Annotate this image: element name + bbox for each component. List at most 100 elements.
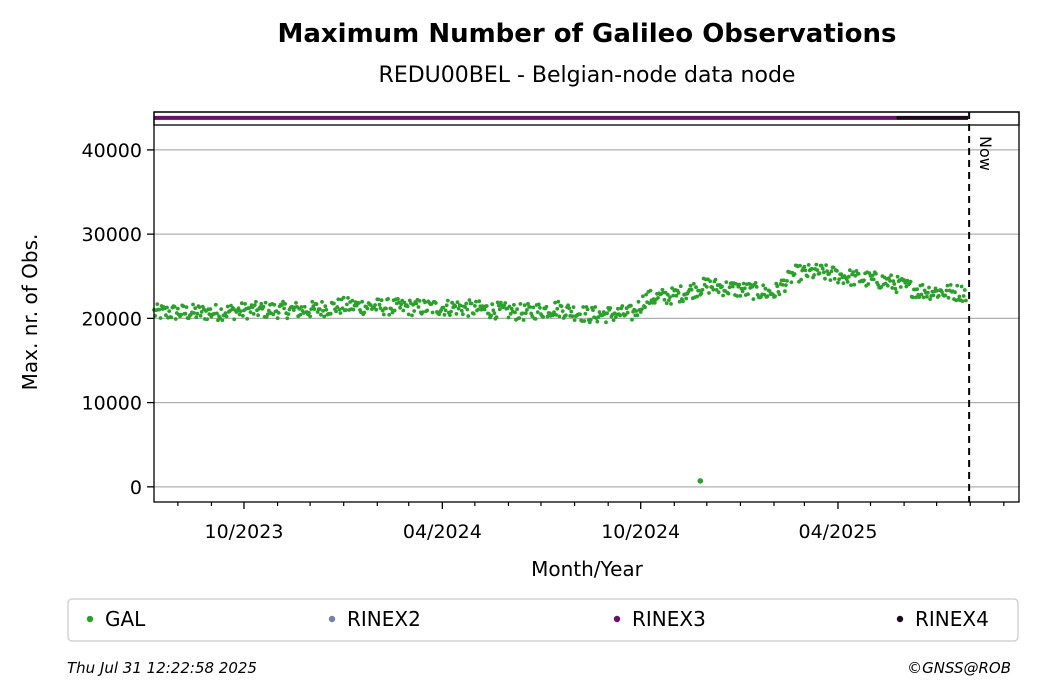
gal-point bbox=[625, 310, 630, 315]
gal-point bbox=[889, 273, 893, 278]
gal-point bbox=[817, 271, 822, 276]
gal-point bbox=[254, 299, 258, 304]
x-tick-label: 04/2025 bbox=[799, 521, 878, 543]
gal-point bbox=[931, 293, 936, 298]
gal-point bbox=[350, 298, 355, 303]
y-tick-label: 30000 bbox=[82, 224, 142, 246]
gal-point bbox=[581, 305, 586, 309]
gal-point bbox=[506, 315, 511, 320]
gal-point bbox=[852, 282, 857, 287]
gal-point bbox=[194, 315, 199, 319]
gal-point bbox=[286, 312, 291, 316]
gal-point bbox=[828, 278, 833, 282]
gal-point bbox=[420, 310, 425, 314]
gal-point bbox=[337, 307, 342, 312]
gal-point bbox=[648, 288, 653, 293]
x-tick-label: 04/2024 bbox=[403, 521, 482, 543]
gal-point bbox=[220, 318, 225, 323]
gal-point bbox=[823, 276, 827, 281]
gal-point bbox=[694, 285, 698, 290]
gal-point bbox=[711, 287, 716, 292]
x-axis-label: Month/Year bbox=[531, 557, 644, 581]
gal-point bbox=[820, 266, 825, 271]
gal-point bbox=[319, 312, 323, 317]
gal-point bbox=[846, 274, 851, 279]
gal-point bbox=[583, 311, 588, 316]
gal-point bbox=[643, 305, 647, 310]
gal-point bbox=[554, 313, 558, 317]
gal-point bbox=[521, 318, 526, 322]
gal-point bbox=[961, 294, 966, 298]
gal-point bbox=[551, 313, 555, 318]
y-tick-label: 40000 bbox=[82, 140, 142, 162]
gal-point bbox=[618, 313, 622, 318]
gal-point bbox=[734, 282, 738, 286]
gal-point bbox=[476, 307, 480, 312]
gal-point bbox=[205, 317, 210, 322]
gal-point bbox=[396, 297, 400, 301]
gal-point bbox=[962, 288, 967, 292]
gal-point bbox=[827, 271, 832, 276]
gal-point bbox=[890, 286, 895, 290]
gal-point bbox=[556, 299, 561, 304]
gal-point bbox=[346, 296, 350, 300]
gal-point bbox=[241, 313, 245, 318]
gal-point bbox=[891, 279, 896, 283]
gal-point bbox=[172, 304, 177, 309]
gal-point bbox=[495, 300, 500, 305]
footer-timestamp: Thu Jul 31 12:22:58 2025 bbox=[67, 659, 257, 677]
gal-point bbox=[824, 263, 828, 267]
x-tick-label: 10/2024 bbox=[601, 521, 680, 543]
gal-point bbox=[856, 271, 861, 276]
gal-point bbox=[322, 314, 327, 319]
gal-point bbox=[198, 313, 203, 318]
gal-point bbox=[411, 302, 415, 307]
gal-point bbox=[803, 268, 808, 273]
gal-point bbox=[620, 304, 625, 308]
gal-point bbox=[513, 310, 517, 315]
gal-outlier-point bbox=[697, 478, 704, 484]
gal-point bbox=[775, 284, 780, 289]
gal-point bbox=[467, 298, 472, 302]
gal-point bbox=[449, 309, 453, 314]
gal-point bbox=[936, 293, 941, 298]
gal-point bbox=[647, 301, 652, 306]
gal-point bbox=[464, 301, 469, 306]
gal-point bbox=[854, 269, 859, 273]
gal-point bbox=[376, 297, 381, 302]
gal-point bbox=[441, 305, 446, 310]
gal-point bbox=[442, 312, 447, 317]
gal-point bbox=[874, 271, 878, 276]
gal-point bbox=[410, 313, 414, 318]
gal-point bbox=[708, 279, 712, 284]
gal-point bbox=[566, 303, 570, 308]
gal-point bbox=[810, 266, 814, 271]
gal-point bbox=[520, 311, 525, 316]
gal-point bbox=[191, 302, 195, 307]
gal-point bbox=[681, 299, 685, 304]
gal-point bbox=[455, 300, 460, 305]
legend-marker-rinex2 bbox=[328, 615, 336, 623]
gal-point bbox=[928, 297, 932, 301]
gal-point bbox=[402, 300, 407, 305]
gal-point bbox=[334, 309, 338, 314]
gal-point bbox=[517, 316, 522, 320]
gal-point bbox=[608, 306, 613, 310]
gal-point bbox=[959, 284, 964, 289]
gal-point bbox=[456, 306, 461, 311]
gal-point bbox=[927, 285, 931, 290]
gal-point bbox=[541, 315, 545, 319]
gal-point bbox=[533, 317, 538, 321]
gal-point bbox=[724, 280, 729, 284]
gal-point bbox=[641, 294, 645, 299]
gal-point bbox=[184, 305, 189, 309]
gal-point bbox=[379, 298, 384, 303]
x-axis: 10/2023 04/2024 10/2024 04/2025 bbox=[177, 502, 1005, 543]
gal-point bbox=[392, 308, 397, 313]
gal-point bbox=[401, 308, 406, 313]
gal-point bbox=[484, 304, 489, 308]
gal-point bbox=[781, 278, 786, 283]
gal-point bbox=[741, 281, 746, 286]
gal-point bbox=[662, 297, 667, 302]
gal-point bbox=[169, 315, 174, 320]
